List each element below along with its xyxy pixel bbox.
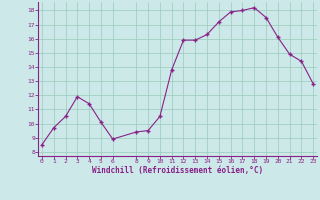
X-axis label: Windchill (Refroidissement éolien,°C): Windchill (Refroidissement éolien,°C)	[92, 166, 263, 175]
